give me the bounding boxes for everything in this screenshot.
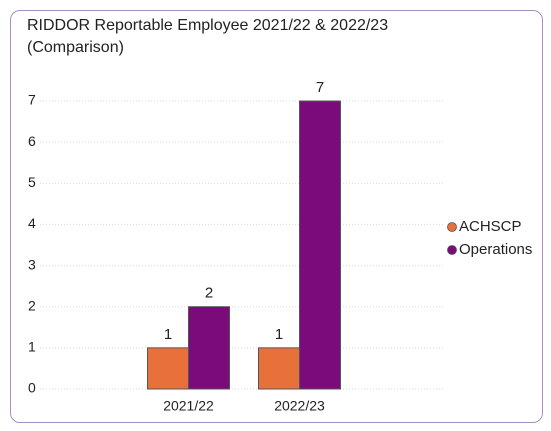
data-label: 2 [205, 285, 213, 302]
data-label: 7 [316, 79, 324, 96]
chart-frame [10, 10, 543, 423]
legend-label: Operations [459, 241, 532, 258]
y-tick-label: 5 [28, 174, 36, 190]
data-label: 1 [164, 326, 172, 343]
bar [258, 347, 300, 390]
x-tick-label: 2022/23 [274, 398, 325, 414]
y-tick-label: 1 [28, 339, 36, 355]
y-tick-label: 2 [28, 297, 36, 313]
bar [147, 347, 189, 390]
legend-label: ACHSCP [459, 218, 522, 235]
y-tick-label: 3 [28, 256, 36, 272]
bar [299, 100, 341, 390]
data-label: 1 [275, 326, 283, 343]
legend-marker [447, 222, 457, 232]
chart-title: RIDDOR Reportable Employee 2021/22 & 202… [27, 17, 389, 56]
y-tick-label: 0 [28, 380, 36, 396]
legend-marker [447, 245, 457, 255]
bar [188, 306, 230, 390]
y-tick-label: 7 [28, 92, 36, 108]
y-tick-label: 6 [28, 133, 36, 149]
x-tick-label: 2021/22 [163, 398, 214, 414]
y-tick-label: 4 [28, 215, 36, 231]
